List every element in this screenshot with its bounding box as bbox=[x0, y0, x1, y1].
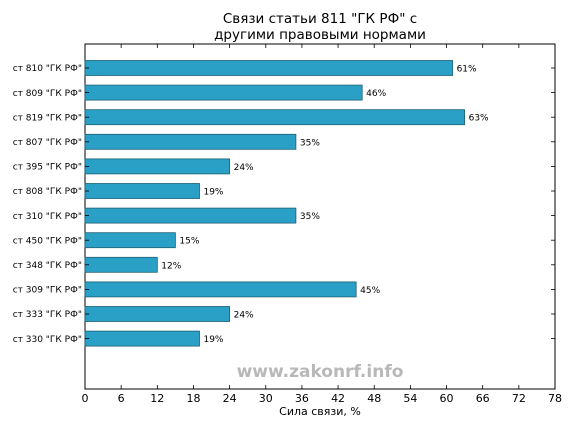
x-tick-label: 66 bbox=[476, 392, 490, 405]
x-tick-label: 12 bbox=[150, 392, 164, 405]
chart-title-line-1: Связи статьи 811 "ГК РФ" с bbox=[223, 11, 417, 27]
bar-value-label: 24% bbox=[234, 311, 254, 321]
bar-value-label: 61% bbox=[457, 65, 477, 75]
bar-value-label: 63% bbox=[469, 114, 489, 124]
category-label: ст 809 "ГК РФ" bbox=[13, 89, 82, 99]
category-label: ст 450 "ГК РФ" bbox=[13, 236, 82, 246]
category-label: ст 807 "ГК РФ" bbox=[13, 138, 82, 148]
category-label: ст 333 "ГК РФ" bbox=[13, 310, 82, 320]
x-axis-label: Сила связи, % bbox=[279, 405, 361, 418]
bar bbox=[84, 306, 231, 322]
x-tick-label: 6 bbox=[118, 392, 125, 405]
bar bbox=[84, 109, 466, 126]
x-tick-label: 54 bbox=[403, 392, 417, 405]
x-tick-label: 48 bbox=[367, 392, 381, 405]
bar-value-label: 35% bbox=[300, 138, 320, 148]
bar bbox=[84, 330, 200, 347]
bar bbox=[84, 158, 231, 175]
bar-value-label: 19% bbox=[203, 335, 223, 345]
x-tick-label: 18 bbox=[186, 392, 200, 405]
x-tick-label: 24 bbox=[223, 392, 237, 405]
bars-group: 61% 46% 63% 35% 24% 19% 35% 15% 12% 45% 24% 19% bbox=[84, 60, 489, 347]
bar bbox=[84, 256, 158, 273]
x-tick-label: 42 bbox=[331, 392, 345, 405]
x-tick-label: 60 bbox=[440, 392, 454, 405]
bar-value-label: 19% bbox=[203, 188, 223, 198]
chart-title-line-2: другими правовыми нормами bbox=[214, 27, 426, 43]
x-tick-label: 36 bbox=[295, 392, 309, 405]
x-axis-ticks: 0 6 12 18 24 30 36 42 48 54 60 66 72 78 bbox=[82, 44, 562, 405]
category-label: ст 310 "ГК РФ" bbox=[13, 212, 82, 222]
bar-value-label: 24% bbox=[234, 163, 254, 173]
bar-value-label: 45% bbox=[360, 286, 380, 296]
category-label: ст 808 "ГК РФ" bbox=[13, 187, 82, 197]
x-tick-label: 0 bbox=[82, 392, 89, 405]
category-label: ст 395 "ГК РФ" bbox=[13, 163, 82, 173]
x-tick-label: 72 bbox=[512, 392, 526, 405]
category-label: ст 330 "ГК РФ" bbox=[13, 335, 82, 345]
bar bbox=[84, 60, 453, 76]
x-tick-label: 78 bbox=[548, 392, 562, 405]
bar bbox=[84, 207, 297, 224]
bar bbox=[84, 281, 357, 298]
category-label: ст 819 "ГК РФ" bbox=[13, 113, 82, 123]
category-labels: ст 810 "ГК РФ" ст 809 "ГК РФ" ст 819 "ГК Р… bbox=[13, 64, 555, 345]
category-label: ст 810 "ГК РФ" bbox=[13, 64, 82, 74]
category-label: ст 309 "ГК РФ" bbox=[13, 286, 82, 296]
x-tick-label: 30 bbox=[259, 392, 273, 405]
bar-value-label: 12% bbox=[161, 261, 181, 271]
watermark: www.zakonrf.info bbox=[237, 362, 404, 382]
bar-value-label: 15% bbox=[179, 237, 199, 247]
category-label: ст 348 "ГК РФ" bbox=[13, 261, 82, 271]
bar bbox=[84, 133, 297, 150]
bar-value-label: 46% bbox=[366, 89, 386, 99]
bar bbox=[84, 183, 200, 199]
bar bbox=[84, 84, 363, 101]
bar bbox=[84, 232, 176, 249]
bar-value-label: 35% bbox=[300, 212, 320, 222]
